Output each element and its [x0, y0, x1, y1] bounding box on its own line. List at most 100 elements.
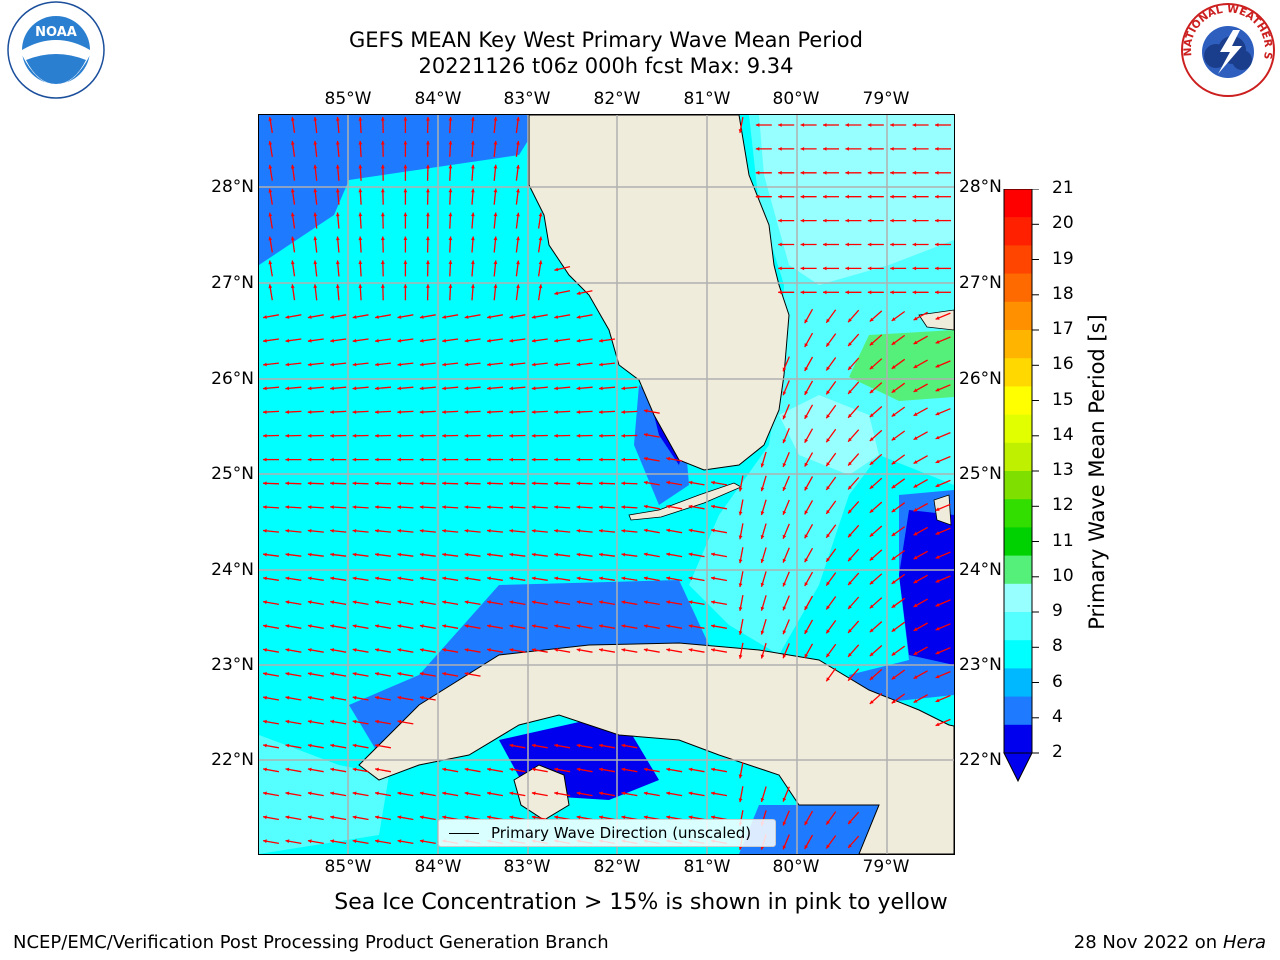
lon-label-bottom-79w: 79°W	[862, 857, 910, 877]
wave-direction-arrowhead	[330, 624, 335, 628]
wave-direction-arrowhead	[869, 341, 874, 346]
wave-direction-arrowhead	[375, 481, 379, 486]
wave-direction-arrowhead	[263, 505, 267, 509]
wave-direction-arrowhead	[826, 820, 830, 825]
wave-direction-arrowhead	[307, 315, 312, 319]
wave-direction-arrowhead	[263, 695, 267, 700]
wave-direction-arrowhead	[554, 362, 558, 367]
wave-direction-arrowhead	[263, 576, 267, 581]
wave-direction-arrowhead	[358, 236, 363, 241]
wave-direction-arrowhead	[913, 340, 918, 344]
wave-direction-arrowhead	[823, 242, 827, 247]
wave-direction-arrowhead	[419, 576, 424, 581]
wave-direction-arrowhead	[263, 719, 267, 724]
wave-direction-arrowhead	[913, 460, 918, 464]
wave-direction-arrowhead	[509, 576, 514, 581]
wave-direction-arrowhead	[778, 218, 782, 223]
wave-direction-arrowhead	[538, 284, 543, 289]
wave-direction-arrowhead	[891, 532, 896, 536]
wave-direction-arrowhead	[330, 433, 334, 438]
wave-direction-arrowhead	[800, 218, 805, 223]
wave-direction-arrowhead	[307, 791, 312, 796]
wave-direction-arrowhead	[268, 164, 273, 169]
wave-direction-arrowhead	[782, 821, 787, 826]
wave-direction-arrowhead	[913, 675, 918, 679]
wave-direction-arrowhead	[352, 672, 357, 676]
lat-lon-grid	[259, 115, 954, 854]
wave-direction-arrowhead	[891, 484, 896, 489]
wave-direction-arrowhead	[935, 698, 940, 703]
wave-direction-arrowhead	[711, 624, 715, 628]
wave-direction-arrowhead	[538, 260, 543, 265]
wave-direction-arrowhead	[891, 699, 896, 704]
wave-direction-arrowhead	[890, 194, 894, 199]
wave-direction-arrowhead	[263, 386, 267, 391]
wave-direction-arrowhead	[913, 555, 918, 560]
wave-direction-arrowhead	[263, 791, 267, 796]
wave-direction-arrowhead	[419, 505, 424, 509]
wave-direction-arrowhead	[307, 767, 312, 772]
wave-direction-arrowhead	[643, 648, 648, 652]
wave-direction-arrowhead	[285, 672, 290, 676]
wave-direction-arrowhead	[290, 188, 295, 193]
wave-direction-arrowhead	[554, 743, 559, 748]
wave-direction-arrowhead	[419, 338, 424, 343]
wave-direction-arrowhead	[285, 481, 289, 486]
wave-direction-arrowhead	[935, 266, 939, 271]
wave-direction-arrowhead	[464, 767, 469, 772]
wave-direction-arrowhead	[330, 839, 335, 844]
wave-direction-arrowhead	[845, 218, 849, 223]
wave-direction-arrowhead	[826, 605, 830, 610]
wave-direction-arrowhead	[335, 260, 340, 265]
map-legend: Primary Wave Direction (unscaled)	[438, 819, 776, 847]
wave-direction-arrowhead	[912, 242, 917, 247]
wave-direction-arrowhead	[576, 315, 581, 319]
wave-direction-arrowhead	[711, 600, 715, 605]
wave-direction-arrowhead	[448, 284, 453, 288]
wave-direction-arrowhead	[554, 315, 559, 319]
lon-label-bottom-84w: 84°W	[414, 857, 462, 877]
wave-direction-arrowhead	[352, 481, 357, 486]
wave-direction-arrowhead	[464, 362, 469, 367]
wave-direction-arrowhead	[913, 627, 918, 631]
wave-direction-arrowhead	[330, 552, 334, 557]
wave-direction-arrowhead	[531, 315, 536, 319]
wave-direction-arrowhead	[487, 481, 491, 486]
wave-direction-arrowhead	[352, 600, 357, 605]
wave-direction-arrowhead	[426, 236, 430, 241]
wave-direction-arrowhead	[782, 510, 787, 515]
wave-direction-arrowhead	[464, 410, 469, 414]
wave-direction-arrowhead	[782, 797, 787, 802]
wave-direction-arrowhead	[263, 624, 267, 628]
wave-direction-arrowhead	[643, 791, 648, 796]
wave-direction-arrowhead	[426, 260, 430, 264]
wave-direction-arrowhead	[823, 290, 827, 295]
wave-direction-arrowhead	[823, 123, 827, 127]
wave-direction-arrowhead	[711, 815, 715, 820]
wave-direction-arrowhead	[621, 552, 626, 557]
wave-direction-arrowhead	[268, 188, 273, 193]
map-title: GEFS MEAN Key West Primary Wave Mean Per…	[349, 28, 863, 52]
wave-direction-arrowhead	[352, 815, 357, 820]
wave-direction-arrowhead	[375, 529, 379, 533]
wave-direction-arrowhead	[688, 815, 693, 820]
wave-direction-arrowhead	[285, 362, 290, 367]
wave-direction-arrowhead	[375, 315, 379, 319]
wave-direction-arrowhead	[426, 140, 430, 145]
wave-direction-arrowhead	[375, 767, 379, 772]
wave-direction-arrowhead	[935, 435, 940, 440]
wave-direction-arrowhead	[352, 457, 357, 462]
wave-direction-arrowhead	[487, 552, 491, 557]
wave-direction-arrowhead	[268, 284, 273, 289]
wave-direction-arrowhead	[891, 508, 896, 513]
wave-direction-arrowhead	[330, 457, 334, 462]
wave-direction-arrowhead	[313, 140, 318, 145]
colorbar-tick-label: 14	[1052, 424, 1074, 445]
wave-direction-arrowhead	[848, 461, 852, 466]
wave-direction-arrowhead	[804, 845, 809, 849]
wave-direction-arrowhead	[666, 791, 671, 796]
wave-direction-arrowhead	[666, 528, 671, 533]
lat-label-right-23n: 23°N	[959, 655, 1002, 675]
wave-direction-arrowhead	[711, 528, 715, 533]
wave-direction-arrowhead	[867, 266, 872, 271]
